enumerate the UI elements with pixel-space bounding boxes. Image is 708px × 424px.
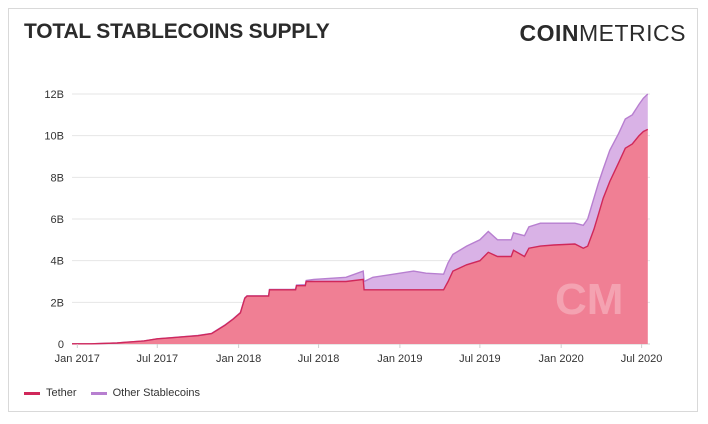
legend-swatch-tether (24, 391, 40, 395)
brand-logo-bold: COIN (519, 20, 579, 46)
legend-item-tether[interactable]: Tether (24, 387, 77, 399)
x-tick-label: Jul 2017 (136, 353, 178, 365)
line-tether (72, 128, 649, 345)
areas (72, 93, 649, 345)
x-tick-label: Jan 2019 (377, 353, 422, 365)
y-tick-label: 4B (51, 256, 64, 268)
x-axis: Jan 2017 Jul 2017 Jan 2018 Jul 2018 Jan 2019… (55, 344, 663, 365)
y-tick-label: 8B (51, 172, 64, 184)
brand-logo: COINMETRICS (520, 20, 687, 47)
y-tick-label: 6B (51, 214, 64, 226)
y-tick-label: 0 (58, 339, 64, 351)
area-tether (72, 129, 648, 344)
legend: Tether Other Stablecoins (24, 387, 214, 399)
x-tick-label: Jul 2018 (298, 353, 340, 365)
x-tick-label: Jul 2019 (459, 353, 501, 365)
legend-label-tether: Tether (46, 387, 77, 399)
legend-label-other-stablecoins: Other Stablecoins (112, 387, 201, 399)
legend-swatch-other-stablecoins (90, 391, 107, 395)
y-tick-label: 12B (44, 89, 64, 101)
cm-watermark: CM (555, 275, 623, 324)
y-axis: 0 2B 4B 6B 8B 10B 12B (44, 89, 64, 351)
legend-item-other-stablecoins[interactable]: Other Stablecoins (90, 387, 201, 399)
brand-logo-light: METRICS (579, 20, 686, 46)
x-tick-label: Jan 2017 (55, 353, 100, 365)
chart-frame (8, 8, 698, 412)
x-tick-label: Jan 2018 (216, 353, 261, 365)
y-tick-label: 2B (51, 297, 64, 309)
x-tick-label: Jul 2020 (621, 353, 663, 365)
y-tick-label: 10B (44, 131, 64, 143)
x-tick-label: Jan 2020 (539, 353, 584, 365)
chart-title: TOTAL STABLECOINS SUPPLY (24, 20, 330, 43)
